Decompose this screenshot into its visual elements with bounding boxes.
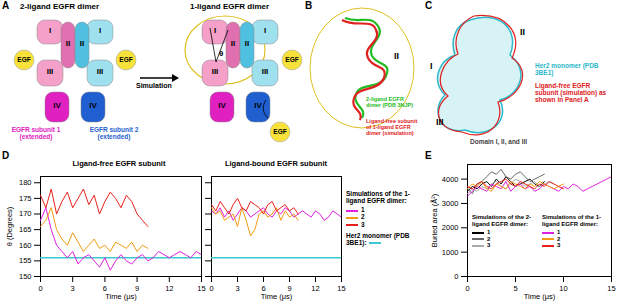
html-text:III: III: [436, 117, 444, 127]
svg-text:4000: 4000: [442, 175, 459, 184]
svg-text:12: 12: [311, 284, 319, 293]
html-text:C: C: [425, 0, 433, 11]
html-text:I: I: [98, 26, 102, 35]
html-text:3: 3: [487, 242, 491, 249]
svg-text:3: 3: [71, 284, 75, 293]
html-text:II: II: [65, 39, 71, 48]
svg-text:Time (μs): Time (μs): [524, 292, 556, 301]
svg-text:170: 170: [19, 209, 32, 218]
html-text:IV: IV: [53, 101, 61, 110]
html-text:2: 2: [557, 235, 561, 242]
svg-text:2000: 2000: [442, 223, 459, 232]
html-text:Simulations of the 1-ligand EG: Simulations of the 1-ligand EGFR dimer:: [542, 214, 601, 227]
html-text:3: 3: [557, 242, 561, 249]
html-text:Ligand-free EGFR subunit: Ligand-free EGFR subunit: [72, 159, 166, 168]
svg-text:Time (μs): Time (μs): [105, 292, 137, 301]
html-text:IV: IV: [89, 101, 97, 110]
html-text:II: II: [394, 51, 399, 61]
html-text:I: I: [213, 26, 217, 35]
html-text:2: 2: [487, 235, 491, 242]
svg-text:6: 6: [261, 283, 266, 293]
html-text:A: A: [2, 0, 10, 11]
svg-text:9: 9: [287, 283, 292, 293]
svg-text:3000: 3000: [442, 199, 459, 208]
svg-text:θ (Degrees): θ (Degrees): [5, 206, 14, 246]
svg-text:15: 15: [197, 284, 205, 293]
html-text:Simulation: Simulation: [136, 82, 172, 89]
html-text:I: I: [263, 26, 267, 35]
html-text:I: I: [430, 61, 433, 71]
svg-text:10: 10: [559, 284, 567, 293]
svg-text:155: 155: [19, 256, 32, 265]
html-text:IV: IV: [254, 101, 262, 110]
html-text:1: 1: [557, 229, 561, 236]
svg-text:150: 150: [19, 272, 32, 281]
html-text:Ligand-bound EGFR subunit: Ligand-bound EGFR subunit: [225, 159, 327, 168]
svg-text:0: 0: [454, 272, 458, 281]
html-text:II: II: [79, 39, 85, 48]
html-text:II: II: [230, 39, 236, 48]
svg-text:6: 6: [102, 283, 107, 293]
html-text:Simulations of the 1-ligand EG: Simulations of the 1-ligand EGFR dimer:: [346, 190, 410, 205]
svg-text:160: 160: [19, 241, 32, 250]
svg-text:15: 15: [337, 284, 345, 293]
html-text:D: D: [2, 150, 10, 161]
svg-text:175: 175: [19, 194, 32, 203]
html-text:Ligand-free subunit of 1-ligan: Ligand-free subunit of 1-ligand EGFR dim…: [366, 118, 418, 137]
html-text:III: III: [261, 67, 269, 76]
svg-text:165: 165: [19, 225, 32, 234]
html-text:EGFR subunit 2 (extended): EGFR subunit 2 (extended): [89, 126, 139, 141]
svg-text:0: 0: [38, 284, 42, 293]
html-text:II: II: [520, 27, 525, 37]
html-text:II: II: [244, 39, 250, 48]
html-text:III: III: [211, 67, 219, 76]
html-text:Her2 monomer (PDB 3BE1): Her2 monomer (PDB 3BE1): [535, 62, 599, 77]
html-text:EGF: EGF: [17, 56, 31, 63]
html-text:I: I: [48, 26, 52, 35]
html-text:2-ligand EGFR dimer: 2-ligand EGFR dimer: [20, 2, 100, 11]
html-text:2: 2: [361, 213, 365, 221]
html-text:Her2 monomer (PDB 3BE1):: Her2 monomer (PDB 3BE1):: [346, 231, 410, 246]
svg-text:Time (μs): Time (μs): [261, 292, 293, 301]
html-text:E: E: [425, 150, 432, 161]
html-text:2-ligand EGFR dimer (PDB 3NJP): 2-ligand EGFR dimer (PDB 3NJP): [366, 96, 414, 108]
svg-text:12: 12: [165, 284, 173, 293]
html-text:θ: θ: [219, 49, 224, 58]
html-text:III: III: [46, 67, 54, 76]
html-text:1: 1: [361, 206, 365, 214]
html-text:EGFR subunit 1 (extended): EGFR subunit 1 (extended): [11, 126, 61, 141]
html-text:Domain I, II, and III: Domain I, II, and III: [470, 138, 528, 145]
html-text:EGF: EGF: [119, 56, 133, 63]
html-text:Ligand-free EGFR subunit (simu: Ligand-free EGFR subunit (simulation) as…: [535, 82, 607, 104]
svg-text:0: 0: [465, 284, 469, 293]
html-text:EGF: EGF: [273, 128, 287, 135]
svg-text:5: 5: [513, 284, 517, 293]
svg-text:0: 0: [209, 284, 213, 293]
svg-text:15: 15: [607, 284, 615, 293]
svg-text:9: 9: [135, 283, 140, 293]
html-text:EGF: EGF: [285, 56, 299, 63]
html-text:III: III: [96, 67, 104, 76]
html-text:B: B: [305, 0, 313, 11]
html-text:Simulations of the 2-ligand EG: Simulations of the 2-ligand EGFR dimer:: [472, 214, 531, 227]
html-text:1: 1: [487, 229, 491, 236]
svg-text:1000: 1000: [442, 248, 459, 257]
html-text:IV: IV: [218, 101, 226, 110]
svg-text:3: 3: [235, 284, 239, 293]
html-text:1-ligand EGFR dimer: 1-ligand EGFR dimer: [190, 2, 270, 11]
html-text:3: 3: [361, 220, 365, 228]
svg-text:180: 180: [19, 178, 32, 187]
svg-text:Buried area (Å²): Buried area (Å²): [430, 193, 439, 247]
